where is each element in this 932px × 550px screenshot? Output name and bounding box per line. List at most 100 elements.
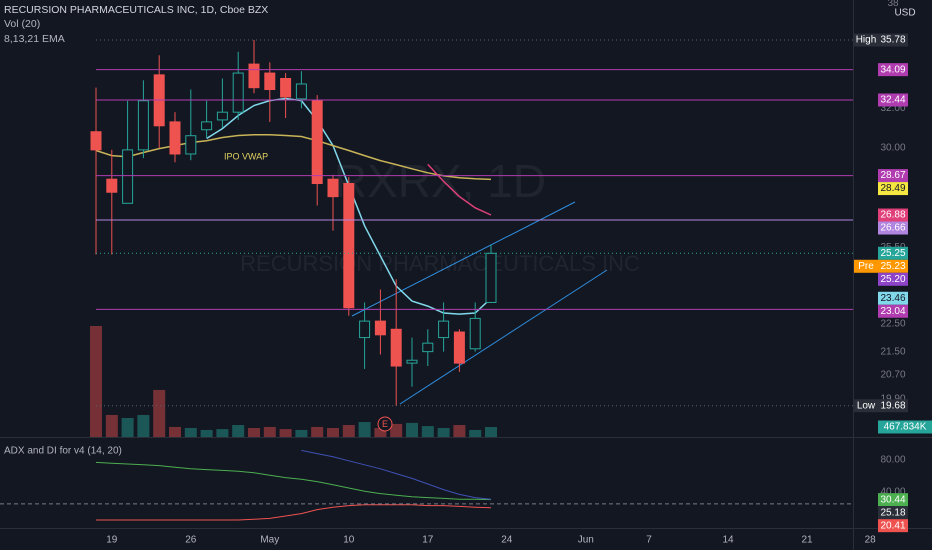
volume-bar — [390, 423, 403, 437]
earnings-label: E — [382, 419, 388, 429]
indicator-line — [95, 133, 492, 181]
volume-bar — [137, 414, 150, 437]
volume-bar — [295, 429, 308, 437]
trend-line — [399, 269, 608, 405]
price-tag-box — [854, 399, 878, 413]
candle-body — [201, 121, 213, 131]
price-label-box — [878, 63, 908, 77]
price-label-box — [878, 304, 908, 318]
price-tag-box — [854, 33, 878, 47]
candle-body — [232, 72, 244, 113]
price-label-box — [878, 246, 908, 260]
price-label: 25.20 — [880, 274, 905, 285]
candle-body — [90, 131, 102, 151]
volume-bar — [105, 414, 118, 437]
candle-body — [264, 72, 276, 91]
candle-body — [438, 320, 450, 339]
indicator-label: Vol (20) — [4, 18, 40, 30]
price-label-box — [878, 182, 908, 196]
price-label: 26.88 — [880, 210, 905, 221]
y-tick-label: 22.50 — [880, 318, 905, 329]
x-tick-label: 26 — [185, 535, 197, 546]
price-label-box — [878, 93, 908, 107]
y-tick-label: 40.00 — [880, 487, 905, 498]
candle-body — [422, 342, 434, 353]
price-label-box — [878, 272, 908, 286]
candle-body — [280, 77, 292, 98]
volume-bar — [248, 428, 260, 437]
volume-bar — [90, 326, 102, 437]
candle-body — [469, 317, 481, 350]
volume-bar — [374, 428, 387, 437]
candle-body — [327, 178, 339, 198]
volume-bar — [153, 389, 166, 437]
candle-body — [485, 252, 497, 303]
currency: USD — [894, 8, 915, 19]
series-line — [96, 504, 492, 521]
x-tick-label: 28 — [865, 535, 877, 546]
volume-bar — [453, 425, 466, 437]
candle-body — [359, 320, 371, 339]
candle-body — [106, 178, 118, 193]
price-label: 23.46 — [880, 293, 905, 304]
volume-bar — [184, 428, 197, 437]
price-label: 30.44 — [880, 494, 905, 505]
price-label-box — [878, 221, 908, 235]
price-label-box — [878, 399, 908, 413]
earnings-marker — [377, 416, 393, 432]
candle-body — [169, 121, 181, 155]
volume-bar — [358, 422, 371, 437]
x-tick-label: 7 — [646, 535, 652, 546]
price-label: 20.41 — [880, 520, 905, 531]
price-label-box — [878, 506, 908, 520]
price-label-box — [878, 33, 908, 47]
volume-bar — [406, 422, 418, 437]
volume-bar — [327, 428, 339, 437]
price-label-box — [878, 259, 908, 273]
volume-bar — [263, 426, 276, 437]
price-label: 35.78 — [880, 35, 905, 46]
volume-label-box — [878, 420, 932, 434]
y-tick-label: 38 — [887, 0, 899, 9]
candle-body — [248, 63, 260, 89]
candle-body — [122, 149, 134, 204]
price-label-box — [878, 519, 908, 533]
price-tag: High — [856, 35, 877, 46]
volume-bar — [279, 429, 292, 437]
price-tag-box — [854, 259, 878, 273]
x-tick-label: 19 — [106, 535, 118, 546]
y-tick-label: 20.70 — [880, 369, 905, 380]
x-tick-label: Jun — [578, 535, 594, 546]
volume-bar — [311, 426, 324, 437]
candle-body — [311, 100, 323, 185]
volume-bar — [437, 428, 450, 437]
price-label-box — [878, 169, 908, 183]
y-tick-label: 21.50 — [880, 346, 905, 357]
price-label: 32.44 — [880, 95, 905, 106]
candle-body — [374, 320, 386, 336]
candle-body — [343, 183, 355, 309]
x-tick-label: May — [260, 535, 279, 546]
volume-bar — [232, 425, 245, 437]
chart-title: ADX and DI for v4 (14, 20) — [4, 446, 122, 457]
candle-body — [295, 83, 307, 100]
x-tick-label: 14 — [722, 535, 734, 546]
price-label-box — [878, 493, 908, 507]
price-label: 28.49 — [880, 183, 905, 194]
price-label: 19.68 — [880, 400, 905, 411]
price-label: 23.04 — [880, 306, 905, 317]
y-tick-label: 32.00 — [880, 103, 905, 114]
x-tick-label: 10 — [343, 535, 355, 546]
annotation: IPO VWAP — [224, 151, 268, 161]
candle-body — [185, 135, 197, 155]
candle-body — [390, 328, 402, 367]
candle-body — [216, 111, 228, 121]
candle-body — [453, 331, 465, 364]
price-label-box — [878, 291, 908, 305]
chart-title: RECURSION PHARMACEUTICALS INC, 1D, Cboe … — [4, 4, 268, 16]
watermark: RECURSION PHARMACEUTICALS INC — [240, 251, 640, 276]
volume-bar — [421, 426, 434, 437]
price-label: 25.18 — [880, 507, 905, 518]
y-tick-label: 19.90 — [880, 394, 905, 405]
